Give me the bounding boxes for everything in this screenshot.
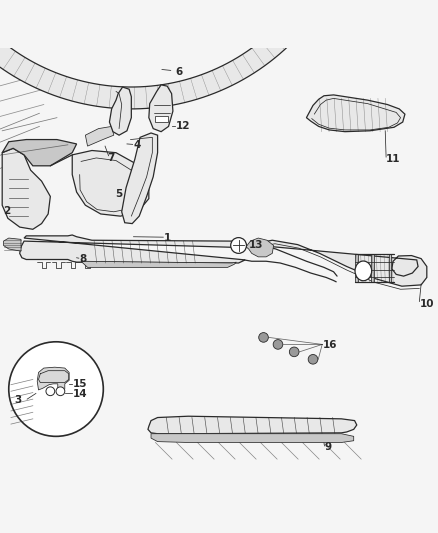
Text: 8: 8	[80, 254, 87, 264]
Text: 3: 3	[14, 395, 21, 405]
Polygon shape	[149, 85, 173, 132]
Text: 13: 13	[249, 240, 263, 251]
Text: 2: 2	[4, 206, 11, 216]
Bar	[155, 116, 168, 122]
Ellipse shape	[355, 261, 372, 281]
Polygon shape	[85, 126, 114, 146]
Polygon shape	[110, 87, 131, 135]
Circle shape	[9, 342, 103, 437]
Text: 16: 16	[323, 340, 338, 350]
Text: 5: 5	[115, 189, 122, 199]
Polygon shape	[81, 261, 237, 268]
Circle shape	[259, 333, 268, 342]
Circle shape	[273, 340, 283, 349]
Polygon shape	[37, 367, 69, 391]
Polygon shape	[122, 133, 158, 224]
Text: 6: 6	[175, 67, 182, 77]
Text: 11: 11	[386, 154, 401, 164]
Polygon shape	[72, 150, 149, 216]
Circle shape	[290, 347, 299, 357]
Polygon shape	[2, 140, 77, 166]
Text: 1: 1	[164, 233, 171, 243]
Text: 7: 7	[107, 153, 115, 163]
Polygon shape	[2, 148, 50, 229]
Polygon shape	[307, 95, 405, 132]
Circle shape	[308, 354, 318, 364]
Polygon shape	[20, 235, 245, 263]
Polygon shape	[151, 434, 354, 442]
Polygon shape	[0, 41, 293, 109]
Circle shape	[56, 387, 65, 395]
Polygon shape	[246, 238, 274, 257]
Text: 14: 14	[73, 389, 87, 399]
Circle shape	[231, 238, 247, 253]
Text: 9: 9	[325, 442, 332, 452]
Polygon shape	[4, 238, 21, 251]
Circle shape	[46, 387, 55, 395]
Polygon shape	[148, 416, 357, 434]
Text: 4: 4	[134, 140, 141, 150]
Polygon shape	[356, 254, 358, 282]
Text: 10: 10	[419, 298, 434, 309]
Polygon shape	[250, 240, 427, 286]
Text: 15: 15	[73, 379, 87, 389]
Polygon shape	[389, 254, 392, 282]
Polygon shape	[371, 254, 374, 282]
Text: 12: 12	[176, 122, 191, 132]
